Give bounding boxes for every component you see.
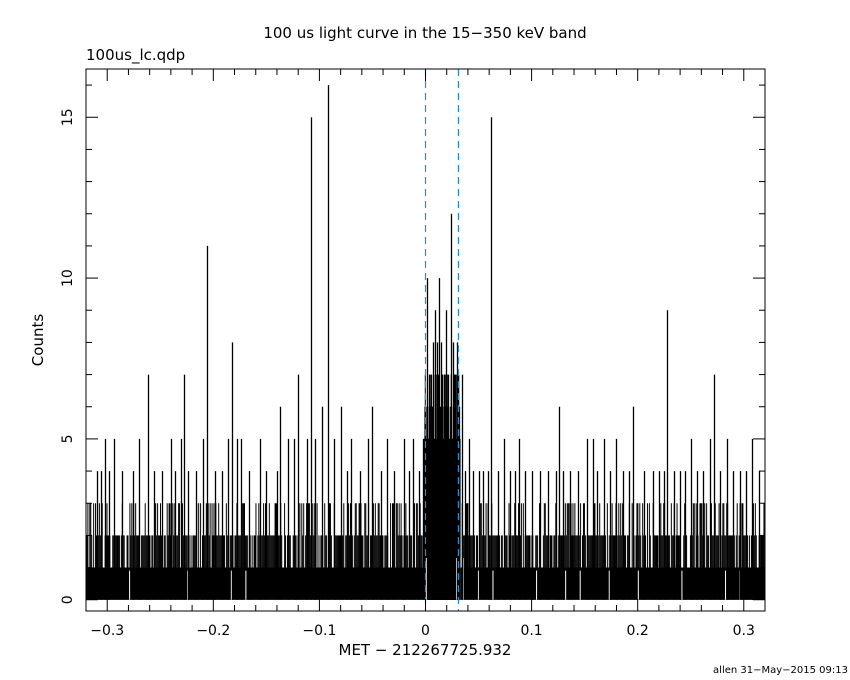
x-tick-label: −0.2 bbox=[196, 623, 230, 639]
x-axis-ticks: −0.3 −0.2 −0.1 0 0.1 0.2 0.3 bbox=[90, 69, 755, 639]
y-axis-ticks: 0 5 10 15 bbox=[60, 84, 765, 604]
y-axis-label: Counts bbox=[29, 314, 47, 367]
light-curve-series bbox=[86, 85, 765, 600]
file-label: 100us_lc.qdp bbox=[86, 46, 185, 65]
y-tick-label: 5 bbox=[60, 434, 76, 443]
x-tick-label: 0 bbox=[421, 623, 430, 639]
x-tick-label: −0.3 bbox=[90, 623, 124, 639]
plot-area bbox=[86, 69, 765, 611]
time-interval-markers bbox=[424, 69, 459, 611]
y-tick-label: 0 bbox=[60, 595, 76, 604]
footer-stamp: allen 31−May−2015 09:13 bbox=[713, 665, 848, 676]
x-tick-label: 0.2 bbox=[627, 623, 649, 639]
x-tick-label: 0.3 bbox=[733, 623, 755, 639]
y-tick-label: 15 bbox=[60, 108, 76, 126]
chart-title: 100 us light curve in the 15−350 keV ban… bbox=[263, 24, 586, 42]
x-axis-label: MET − 212267725.932 bbox=[339, 641, 512, 659]
x-tick-label: 0.1 bbox=[520, 623, 542, 639]
x-tick-label: −0.1 bbox=[302, 623, 336, 639]
y-tick-label: 10 bbox=[60, 269, 76, 287]
